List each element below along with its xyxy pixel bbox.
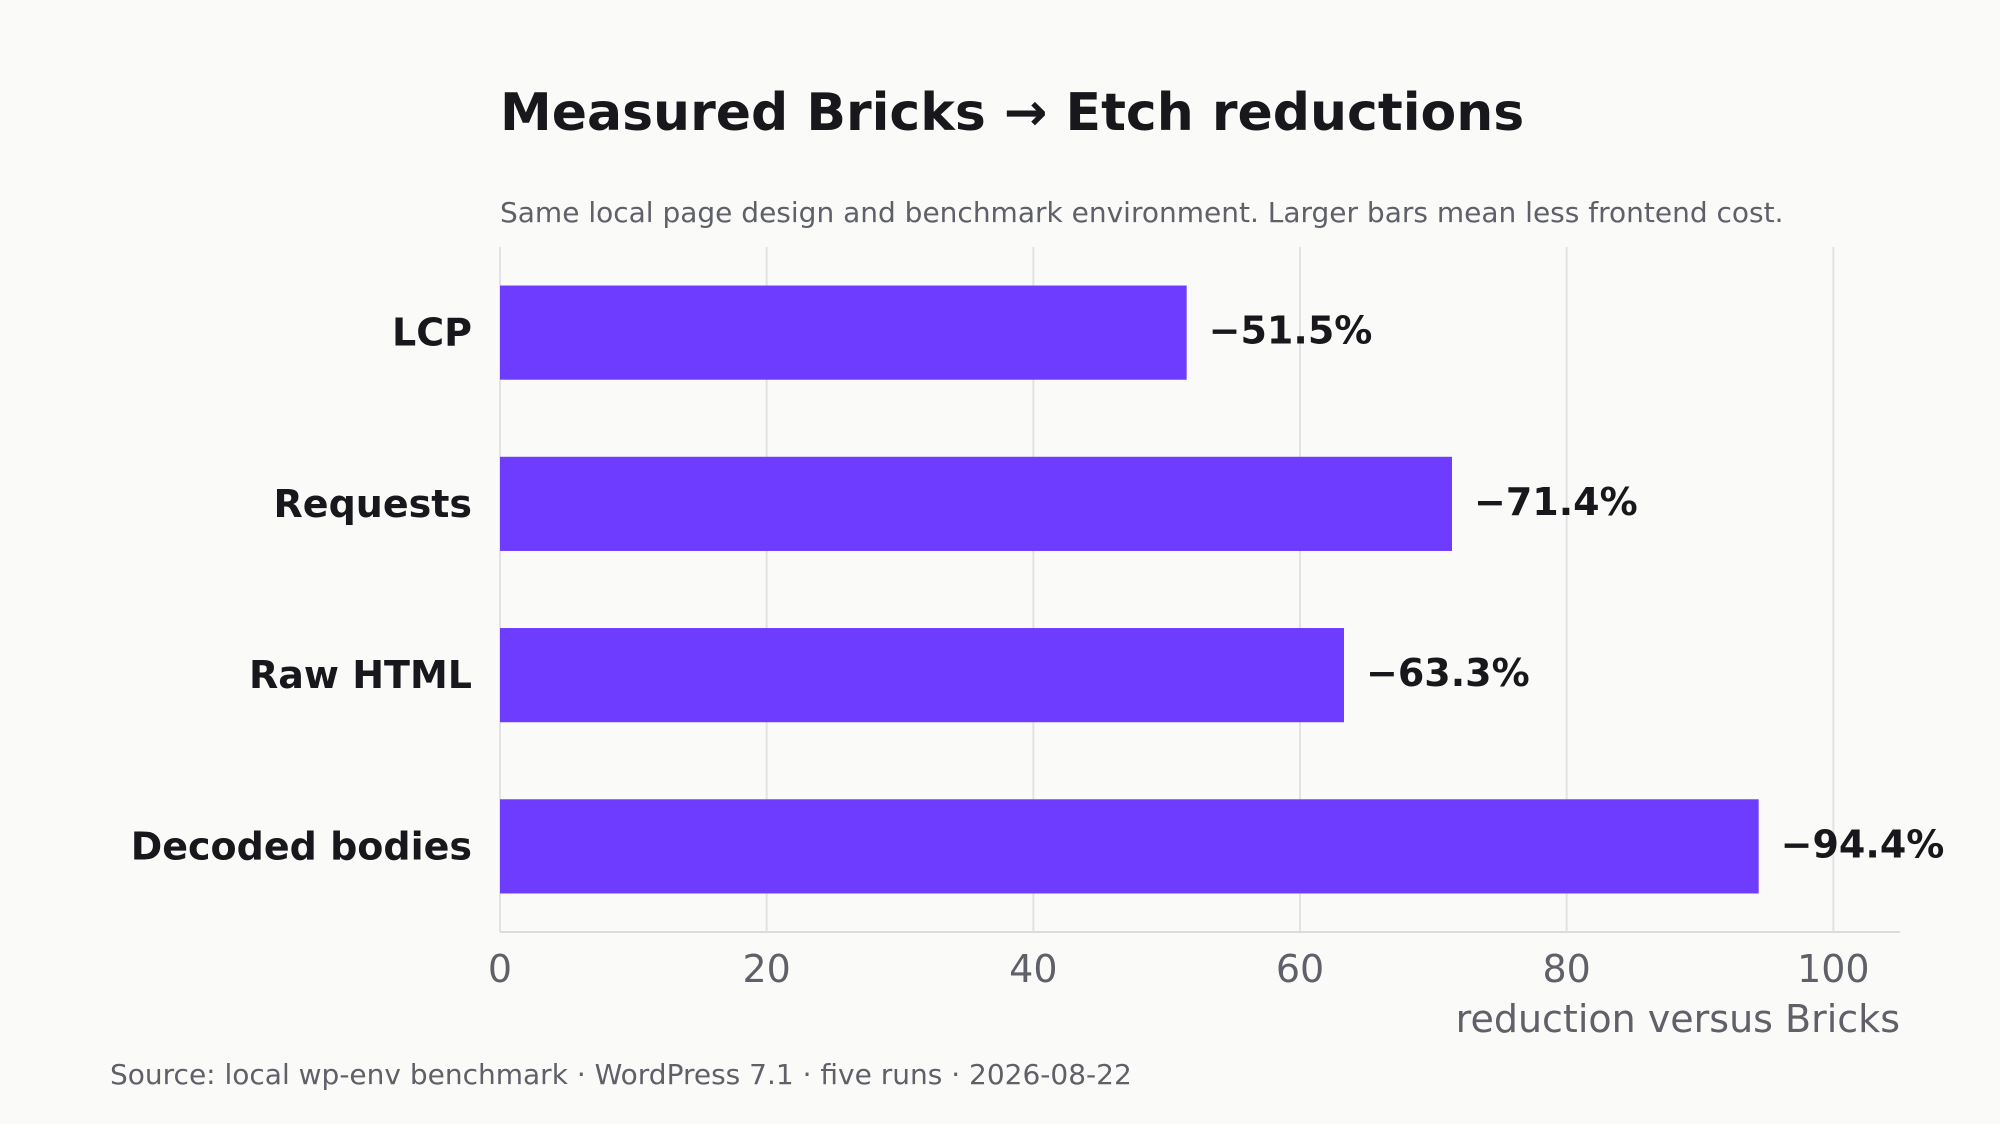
source-note: Source: local wp-env benchmark · WordPre… (110, 1058, 1132, 1091)
x-tick-label: 80 (1542, 947, 1590, 991)
category-label: LCP (392, 311, 472, 355)
category-label: Decoded bodies (131, 824, 472, 868)
value-label: −63.3% (1366, 651, 1530, 695)
x-tick-label: 60 (1276, 947, 1324, 991)
x-axis-label: reduction versus Bricks (1456, 997, 1900, 1041)
value-label: −51.5% (1209, 309, 1373, 353)
x-tick-label: 0 (488, 947, 512, 991)
chart-subtitle: Same local page design and benchmark env… (500, 196, 1784, 229)
value-label: −94.4% (1781, 822, 1945, 866)
x-tick-label: 100 (1797, 947, 1870, 991)
x-tick-label: 20 (742, 947, 790, 991)
category-label: Raw HTML (249, 653, 472, 697)
category-label: Requests (274, 482, 472, 526)
bar (500, 799, 1759, 894)
x-tick-label: 40 (1009, 947, 1057, 991)
chart-title: Measured Bricks → Etch reductions (500, 83, 1524, 143)
bar (500, 628, 1344, 723)
value-label: −71.4% (1474, 480, 1638, 524)
x-axis: 0 20 40 60 80 100 (488, 931, 1900, 991)
bar (500, 285, 1187, 380)
bar (500, 456, 1452, 551)
bars: LCP −51.5% Requests −71.4% Raw HTML −63.3% Dec… (131, 285, 1945, 894)
